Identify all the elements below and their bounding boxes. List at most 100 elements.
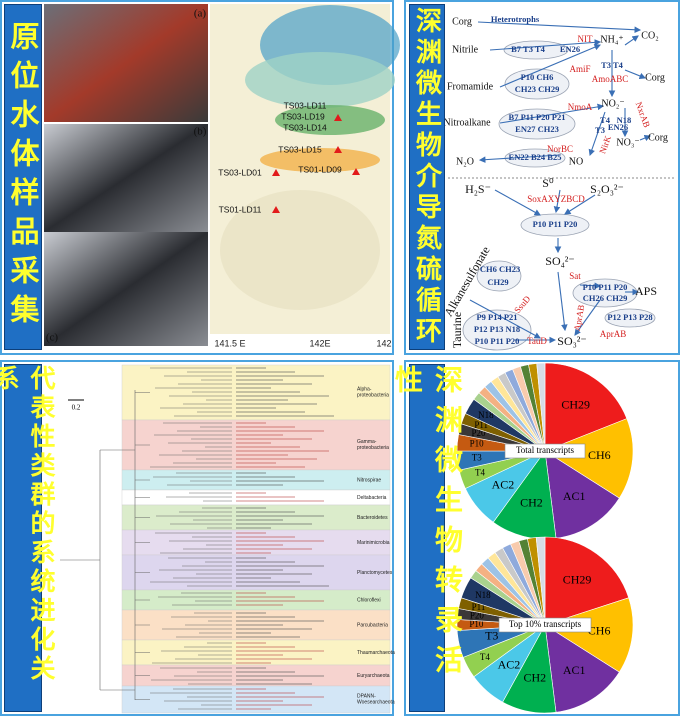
clade-name: Bacteroidetes (357, 515, 388, 521)
clade-name: Planctomycetes (357, 570, 393, 576)
panel-label: 代表性类群的系统进化关系 (0, 364, 56, 712)
pie-title: Top 10% transcripts (509, 619, 582, 629)
clade-name: Thaumarchaeota (357, 650, 395, 656)
slice-label: CH29 (563, 573, 592, 587)
tree-trunk (60, 390, 136, 700)
clade-name: Nitrospirae (357, 477, 381, 483)
compound-label: SO₃²⁻ (557, 334, 586, 348)
map-contour (260, 148, 380, 172)
taxa-cloud (504, 68, 570, 100)
pie-slice (536, 362, 546, 452)
flow-arrow (494, 189, 541, 216)
tax-label: B7 P11 P20 P21 (509, 112, 566, 122)
slice-label: T4 (475, 467, 485, 477)
photo (44, 232, 208, 346)
compound-label: NO₃⁻ (616, 137, 639, 148)
enzyme-label: NxrAB (634, 101, 652, 129)
enzyme-label: AmiF (569, 64, 590, 74)
enzyme-label: TauD (527, 336, 547, 346)
flow-arrow (574, 299, 601, 336)
enzyme-label: AmoABC (592, 74, 629, 84)
compound-label: NO₂⁻ (601, 98, 624, 109)
station-label: TS03-LD15 (278, 144, 322, 154)
flow-arrow (564, 194, 596, 215)
flow-arrow (499, 103, 605, 124)
slice-label: P11 (472, 602, 486, 612)
station-label: TS03-LD19 (281, 111, 325, 121)
pie-slice (544, 597, 634, 673)
panel-label: 深渊微生物转录活性 (391, 364, 464, 712)
slice-label: N18 (475, 590, 491, 600)
tax-label: P12 P13 N18 (474, 324, 520, 334)
slice-label: CH6 (588, 448, 611, 462)
clade-band (121, 529, 391, 556)
clade-name: Chloroflexi (357, 597, 381, 603)
pie-title: Total transcripts (516, 445, 575, 455)
tax-label: EN26 (608, 122, 628, 132)
enzyme-label: SoxAXYZBCD (527, 194, 585, 204)
tax-label: CH29 (487, 277, 508, 287)
enzyme-label: Sat (569, 271, 581, 281)
tax-label: N18 (617, 115, 632, 125)
clade-band (121, 639, 391, 666)
panel-label: 原位水体样品采集 (4, 4, 42, 350)
taxa-cloud (604, 308, 656, 328)
slice-label: P20 (470, 610, 485, 620)
photo (44, 4, 208, 122)
station-label: TS03-LD11 (284, 100, 327, 110)
panel-frame (0, 0, 394, 355)
cycle-diagram: Corg CO₂ Nitrile NH₄⁺ Fromamide Corg NO₂⁻ Nitro… (441, 14, 676, 351)
tax-label: EN26 (560, 44, 580, 54)
taxa-cloud (520, 213, 590, 237)
compound-label: H₂S⁻ (465, 182, 491, 196)
flow-arrow (553, 189, 561, 214)
compound-label: S₂O₃²⁻ (590, 182, 624, 196)
slice-label: AC2 (498, 658, 521, 672)
flow-arrow (478, 154, 561, 163)
station-marker (272, 206, 280, 213)
slice-label: T3 (472, 453, 482, 463)
map-axis-label: 141.5 E (214, 338, 245, 348)
tax-label: B7 T3 T4 (511, 44, 545, 54)
enzyme-label: AprAB (572, 304, 586, 332)
taxa-cloud (498, 108, 576, 140)
panel-frame (404, 360, 680, 716)
pie-title-box (504, 443, 586, 459)
enzyme-label: NirK (597, 134, 613, 155)
flow-arrow (579, 282, 602, 290)
tax-label: P10 P11 P20 (583, 282, 628, 292)
map-axis-label: 142 (376, 338, 391, 348)
compound-label: SO₄²⁻ (545, 254, 574, 268)
flow-arrow (499, 44, 602, 88)
station-label: TS03-LD01 (218, 167, 262, 177)
clade-band (121, 419, 391, 471)
clade-name: Gamma-proteobacteria (357, 439, 389, 451)
flow-arrow (624, 69, 647, 80)
flow-arrow (489, 39, 602, 51)
slice-label: AC2 (492, 478, 515, 492)
slice-label: CH2 (520, 496, 543, 510)
phylogenetic-tree: Alpha-proteobacteria Gamma-proteobacteria… (60, 364, 395, 714)
slice-label: AC1 (563, 663, 586, 677)
tax-label: CH23 CH29 (515, 84, 560, 94)
pie-title-box (498, 617, 592, 633)
photo-label: (a) (194, 8, 207, 20)
station-marker (352, 168, 360, 175)
slice-label: T3 (485, 629, 498, 643)
station-label: TS01-LD09 (298, 164, 342, 174)
panel-frame (0, 360, 394, 716)
tax-label: CH26 CH29 (583, 293, 628, 303)
tax-label: EN27 CH23 (515, 124, 559, 134)
tax-label: EN22 B24 B25 (509, 152, 562, 162)
pie-slice (544, 418, 634, 499)
photo-label: (c) (46, 332, 59, 344)
compound-label: NH₄⁺ (600, 34, 623, 45)
slice-label: CH29 (561, 398, 590, 412)
slice-label: P11 (474, 420, 488, 430)
compound-label: Corg (648, 132, 668, 143)
enzyme-label: NmoA (568, 102, 593, 112)
compound-label: APS (635, 284, 657, 298)
taxa-cloud (462, 309, 532, 351)
